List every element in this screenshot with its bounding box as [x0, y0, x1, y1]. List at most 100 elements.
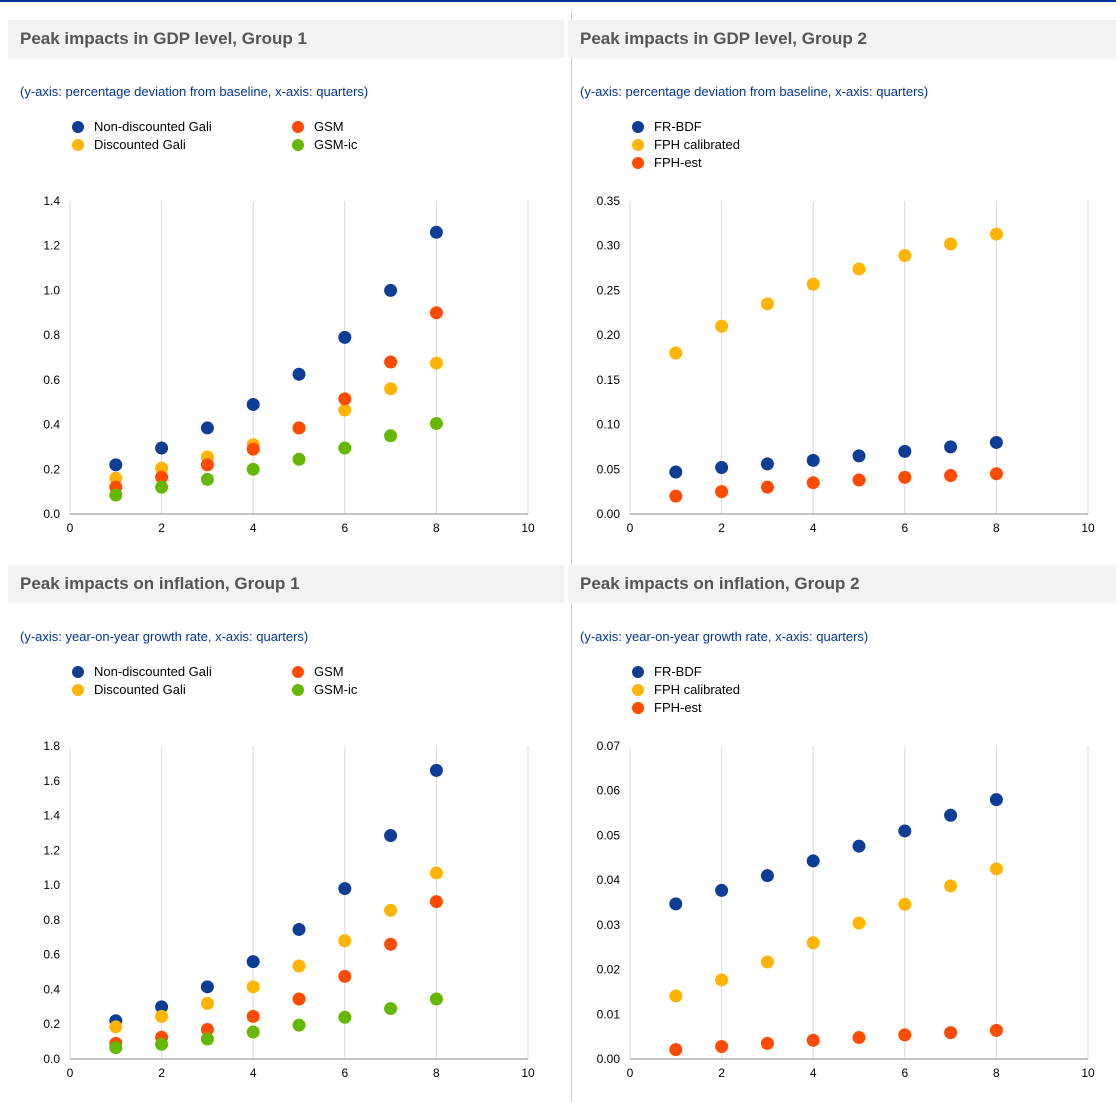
- legend-label: Discounted Gali: [94, 682, 186, 697]
- data-point: [246, 397, 260, 411]
- chart-panel-inflation-group-2: Peak impacts on inflation, Group 2 (y-ax…: [568, 551, 1116, 1102]
- data-point: [109, 1020, 123, 1034]
- legend-marker: [632, 157, 644, 169]
- legend-label: FPH-est: [654, 155, 702, 170]
- legend-marker: [72, 666, 84, 678]
- x-tick-label: 4: [810, 521, 817, 535]
- data-point: [989, 1023, 1003, 1037]
- y-tick-label: 0.8: [43, 913, 60, 927]
- data-point: [760, 1036, 774, 1050]
- y-tick-label: 0.03: [597, 918, 621, 932]
- data-point: [384, 382, 398, 396]
- legend-label: GSM: [314, 119, 344, 134]
- data-point: [292, 367, 306, 381]
- legend-marker: [292, 684, 304, 696]
- data-point: [760, 955, 774, 969]
- chart-plot: 0 2 4 6 8 10 0.0 0.2 0.4 0.6 0.8 1.0 1.2 1.4 1.6 1.8 Non…: [43, 664, 535, 1080]
- data-point: [292, 922, 306, 936]
- data-point: [155, 1037, 169, 1051]
- data-point: [989, 862, 1003, 876]
- x-tick-label: 2: [158, 521, 165, 535]
- data-point: [852, 1031, 866, 1045]
- chart-title: Peak impacts on inflation, Group 2: [568, 565, 1116, 603]
- data-point: [715, 973, 729, 987]
- data-point: [109, 471, 123, 485]
- y-tick-label: 0.20: [597, 328, 621, 342]
- legend-marker: [292, 121, 304, 133]
- legend-label: Non-discounted Gali: [94, 119, 212, 134]
- chart-panel-gdp-group-2: Peak impacts in GDP level, Group 2 (y-ax…: [568, 6, 1116, 557]
- legend-label: GSM-ic: [314, 682, 358, 697]
- data-point: [246, 1025, 260, 1039]
- data-point: [429, 895, 443, 909]
- legend-label: FPH calibrated: [654, 137, 740, 152]
- data-point: [715, 460, 729, 474]
- x-tick-label: 0: [627, 521, 634, 535]
- data-point: [384, 937, 398, 951]
- data-point: [429, 416, 443, 430]
- legend-marker: [72, 139, 84, 151]
- data-point: [429, 866, 443, 880]
- data-point: [109, 488, 123, 502]
- legend-marker: [632, 666, 644, 678]
- y-tick-label: 1.0: [43, 878, 60, 892]
- legend-label: FPH calibrated: [654, 682, 740, 697]
- data-point: [384, 829, 398, 843]
- data-point: [760, 457, 774, 471]
- data-point: [200, 458, 214, 472]
- data-point: [384, 1002, 398, 1016]
- y-tick-label: 1.8: [43, 739, 60, 753]
- data-point: [944, 237, 958, 251]
- data-point: [669, 489, 683, 503]
- data-point: [852, 916, 866, 930]
- y-tick-label: 0.6: [43, 373, 60, 387]
- data-point: [806, 277, 820, 291]
- data-point: [852, 449, 866, 463]
- x-tick-label: 8: [433, 1066, 440, 1080]
- data-point: [338, 441, 352, 455]
- data-point: [338, 934, 352, 948]
- data-point: [715, 1039, 729, 1053]
- data-point: [806, 453, 820, 467]
- chart-subtitle: (y-axis: year-on-year growth rate, x-axi…: [580, 629, 869, 644]
- data-point: [989, 467, 1003, 481]
- data-point: [246, 1009, 260, 1023]
- y-tick-label: 0.8: [43, 328, 60, 342]
- legend-marker: [292, 139, 304, 151]
- y-tick-label: 0.35: [597, 194, 621, 208]
- data-point: [246, 980, 260, 994]
- data-point: [246, 955, 260, 969]
- legend-marker: [72, 684, 84, 696]
- data-point: [429, 763, 443, 777]
- x-tick-label: 8: [433, 521, 440, 535]
- x-tick-label: 8: [993, 1066, 1000, 1080]
- data-point: [898, 249, 912, 263]
- y-tick-label: 0.2: [43, 1017, 60, 1031]
- top-rule: [0, 0, 1116, 2]
- x-tick-label: 4: [250, 521, 257, 535]
- data-point: [246, 442, 260, 456]
- y-tick-label: 0.4: [43, 418, 60, 432]
- data-point: [200, 980, 214, 994]
- data-point: [292, 1018, 306, 1032]
- data-point: [109, 458, 123, 472]
- x-tick-label: 6: [341, 521, 348, 535]
- chart-subtitle: (y-axis: percentage deviation from basel…: [580, 84, 929, 99]
- data-point: [429, 306, 443, 320]
- y-tick-label: 0.15: [597, 373, 621, 387]
- y-tick-label: 0.07: [597, 739, 621, 753]
- data-point: [200, 421, 214, 435]
- y-tick-label: 0.06: [597, 784, 621, 798]
- data-point: [155, 1009, 169, 1023]
- data-point: [669, 989, 683, 1003]
- data-point: [898, 897, 912, 911]
- data-point: [944, 1026, 958, 1040]
- data-point: [715, 883, 729, 897]
- legend-label: FR-BDF: [654, 119, 702, 134]
- y-tick-label: 0.0: [43, 1052, 60, 1066]
- chart-title: Peak impacts in GDP level, Group 2: [568, 20, 1116, 58]
- y-tick-label: 1.2: [43, 843, 60, 857]
- data-point: [338, 403, 352, 417]
- data-point: [760, 480, 774, 494]
- y-tick-label: 0.25: [597, 283, 621, 297]
